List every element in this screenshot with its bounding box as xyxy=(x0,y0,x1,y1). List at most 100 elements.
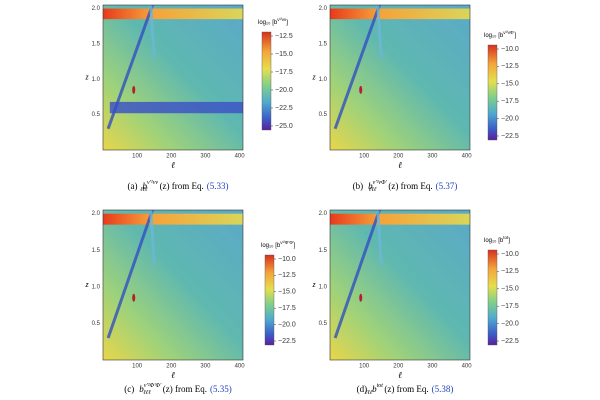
caption-text: (z) from Eq. xyxy=(388,181,432,191)
y-tick-label: 0.5 xyxy=(92,321,101,327)
colorbar-tick-label: −25.0 xyxy=(275,123,293,130)
heatmap xyxy=(330,5,470,150)
caption: (b) bν′²νΦ′ ℓℓℓ (z) from Eq. (5.37) xyxy=(353,180,458,193)
x-tick-label: 200 xyxy=(166,364,177,370)
caption-sup: ν′²Φ′Φ′ xyxy=(144,383,162,389)
colorbar xyxy=(264,254,275,346)
colorbar-label-suffix: ] xyxy=(508,238,510,244)
y-tick-label: 2.0 xyxy=(92,6,101,12)
caption-sub: ℓℓℓ xyxy=(369,187,377,193)
x-tick-label: 100 xyxy=(359,154,370,160)
colorbar xyxy=(487,249,498,346)
y-tick-label: 1.5 xyxy=(92,248,101,254)
heatmap xyxy=(330,210,470,360)
colorbar-tick-label: −22.5 xyxy=(278,338,296,345)
heatmap-bg xyxy=(103,5,243,150)
colorbar-tick-label: −12.5 xyxy=(278,272,296,279)
caption-sup: ν′²νΦ′ xyxy=(373,180,388,186)
y-axis-label: z xyxy=(311,280,316,289)
x-tick-label: 400 xyxy=(462,154,473,160)
y-tick-label: 1.0 xyxy=(319,284,328,290)
caption-ref: (5.37) xyxy=(436,181,458,191)
caption-symbol: b xyxy=(368,181,373,191)
ridge xyxy=(333,5,381,130)
caption-ref: (5.33) xyxy=(207,181,229,191)
x-tick-label: 200 xyxy=(166,154,177,160)
x-tick-label: 100 xyxy=(132,364,143,370)
colorbar-tick-label: −20.0 xyxy=(278,321,296,328)
colorbar-tick-label: −17.5 xyxy=(501,98,519,105)
colorbar-label-suffix: ] xyxy=(514,33,516,39)
caption-text: (z) from Eq. xyxy=(160,181,204,191)
x-tick-label: 300 xyxy=(200,154,211,160)
x-tick-label: 400 xyxy=(235,364,246,370)
ridge-light xyxy=(376,210,383,265)
colorbar-label: log₁₀ [btot] xyxy=(484,235,510,243)
colorbar-tick-label: −20.0 xyxy=(501,320,519,327)
caption-sup: tot xyxy=(377,383,384,389)
caption-ref: (5.38) xyxy=(432,384,454,394)
x-tick-label: 200 xyxy=(393,154,404,160)
caption-text: (z) from Eq. xyxy=(384,384,428,394)
heatmap-bg xyxy=(330,210,470,360)
plot-frame xyxy=(329,209,471,361)
x-axis-label: ℓ xyxy=(398,370,402,380)
hot-spot xyxy=(132,293,136,302)
caption-symbol: b xyxy=(139,384,144,394)
hot-spot xyxy=(359,85,363,94)
colorbar-label-suffix: ] xyxy=(294,243,296,249)
colorbar-label-prefix: log₁₀ [b xyxy=(484,238,504,244)
caption-tag: (b) xyxy=(353,181,364,191)
colorbar-label-sup: ν′²νΦ′ xyxy=(503,30,514,35)
y-tick-label: 1.5 xyxy=(92,41,101,47)
x-tick-label: 100 xyxy=(132,154,143,160)
caption-sub: ℓℓℓ xyxy=(365,390,373,396)
colorbar-tick-label: −22.5 xyxy=(501,338,519,345)
y-axis-label: z xyxy=(84,72,89,81)
top-band xyxy=(103,213,243,225)
y-axis-label: z xyxy=(311,72,316,81)
colorbar-label: log₁₀ [bν′²Φ′Φ′] xyxy=(261,240,296,248)
y-tick-label: 1.5 xyxy=(319,248,328,254)
colorbar-label-sup: ν′²νν xyxy=(277,17,287,22)
colorbar-tick-label: −20.0 xyxy=(275,87,293,94)
plot-frame xyxy=(102,209,244,361)
x-tick-label: 300 xyxy=(427,364,438,370)
colorbar-tick-label: −15.0 xyxy=(278,289,296,296)
colorbar-tick-label: −20.0 xyxy=(501,115,519,122)
hot-spot xyxy=(132,85,136,94)
y-axis-label: z xyxy=(84,280,89,289)
colorbar-label-prefix: log₁₀ [b xyxy=(258,20,278,26)
caption-sub: ℓℓℓ xyxy=(143,390,151,396)
low-band xyxy=(109,101,243,114)
heatmap xyxy=(103,5,243,150)
y-tick-label: 1.5 xyxy=(319,41,328,47)
colorbar xyxy=(487,44,498,141)
x-tick-label: 300 xyxy=(427,154,438,160)
x-tick-label: 300 xyxy=(200,364,211,370)
y-tick-label: 0.5 xyxy=(92,112,101,118)
colorbar-label-prefix: log₁₀ [b xyxy=(261,243,281,249)
heatmap xyxy=(103,210,243,360)
y-tick-label: 2.0 xyxy=(319,211,328,217)
caption-tag: (c) xyxy=(124,384,134,394)
caption-text: (z) from Eq. xyxy=(163,384,207,394)
caption-symbol: b xyxy=(372,384,377,394)
caption-sub: ℓℓℓ xyxy=(140,187,148,193)
colorbar-tick-label: −10.0 xyxy=(501,251,519,258)
colorbar-tick-label: −12.5 xyxy=(501,268,519,275)
y-tick-label: 2.0 xyxy=(319,6,328,12)
ridge-light xyxy=(149,210,156,265)
y-tick-label: 1.0 xyxy=(319,77,328,83)
x-axis-label: ℓ xyxy=(171,370,175,380)
y-tick-label: 0.5 xyxy=(319,321,328,327)
y-tick-label: 2.0 xyxy=(92,211,101,217)
plot-frame xyxy=(329,4,471,151)
caption-tag: (d) xyxy=(357,384,368,394)
caption: (a) bν′²νν ℓℓℓ (z) from Eq. (5.33) xyxy=(127,180,228,193)
ridge-light xyxy=(149,5,156,59)
ridge xyxy=(106,5,154,130)
colorbar-tick-label: −10.0 xyxy=(278,256,296,263)
caption: (d) btot ℓℓℓ (z) from Eq. (5.38) xyxy=(357,383,454,396)
